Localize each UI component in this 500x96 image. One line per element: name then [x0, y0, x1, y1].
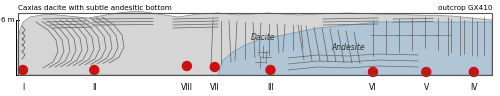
Text: II: II [92, 84, 96, 93]
Text: outcrop GX410: outcrop GX410 [438, 5, 492, 11]
Text: VI: VI [369, 84, 376, 93]
Circle shape [422, 67, 430, 77]
Text: 6 m: 6 m [1, 17, 15, 23]
Circle shape [210, 62, 220, 72]
Circle shape [266, 65, 275, 74]
Text: III: III [267, 84, 274, 93]
Text: VII: VII [210, 84, 220, 93]
Circle shape [470, 67, 478, 77]
Circle shape [182, 62, 192, 70]
Text: I: I [22, 84, 24, 93]
Text: IV: IV [470, 84, 478, 93]
Text: Caxias dacite with subtle andesitic bottom: Caxias dacite with subtle andesitic bott… [18, 5, 172, 11]
Circle shape [368, 67, 378, 77]
Text: Dacite: Dacite [250, 34, 276, 43]
Polygon shape [218, 22, 492, 75]
Circle shape [18, 65, 28, 74]
Text: Andesite: Andesite [331, 43, 365, 53]
Text: VIII: VIII [181, 84, 193, 93]
Bar [18, 13, 492, 75]
Circle shape [90, 65, 99, 74]
Text: V: V [424, 84, 429, 93]
Polygon shape [18, 11, 492, 75]
